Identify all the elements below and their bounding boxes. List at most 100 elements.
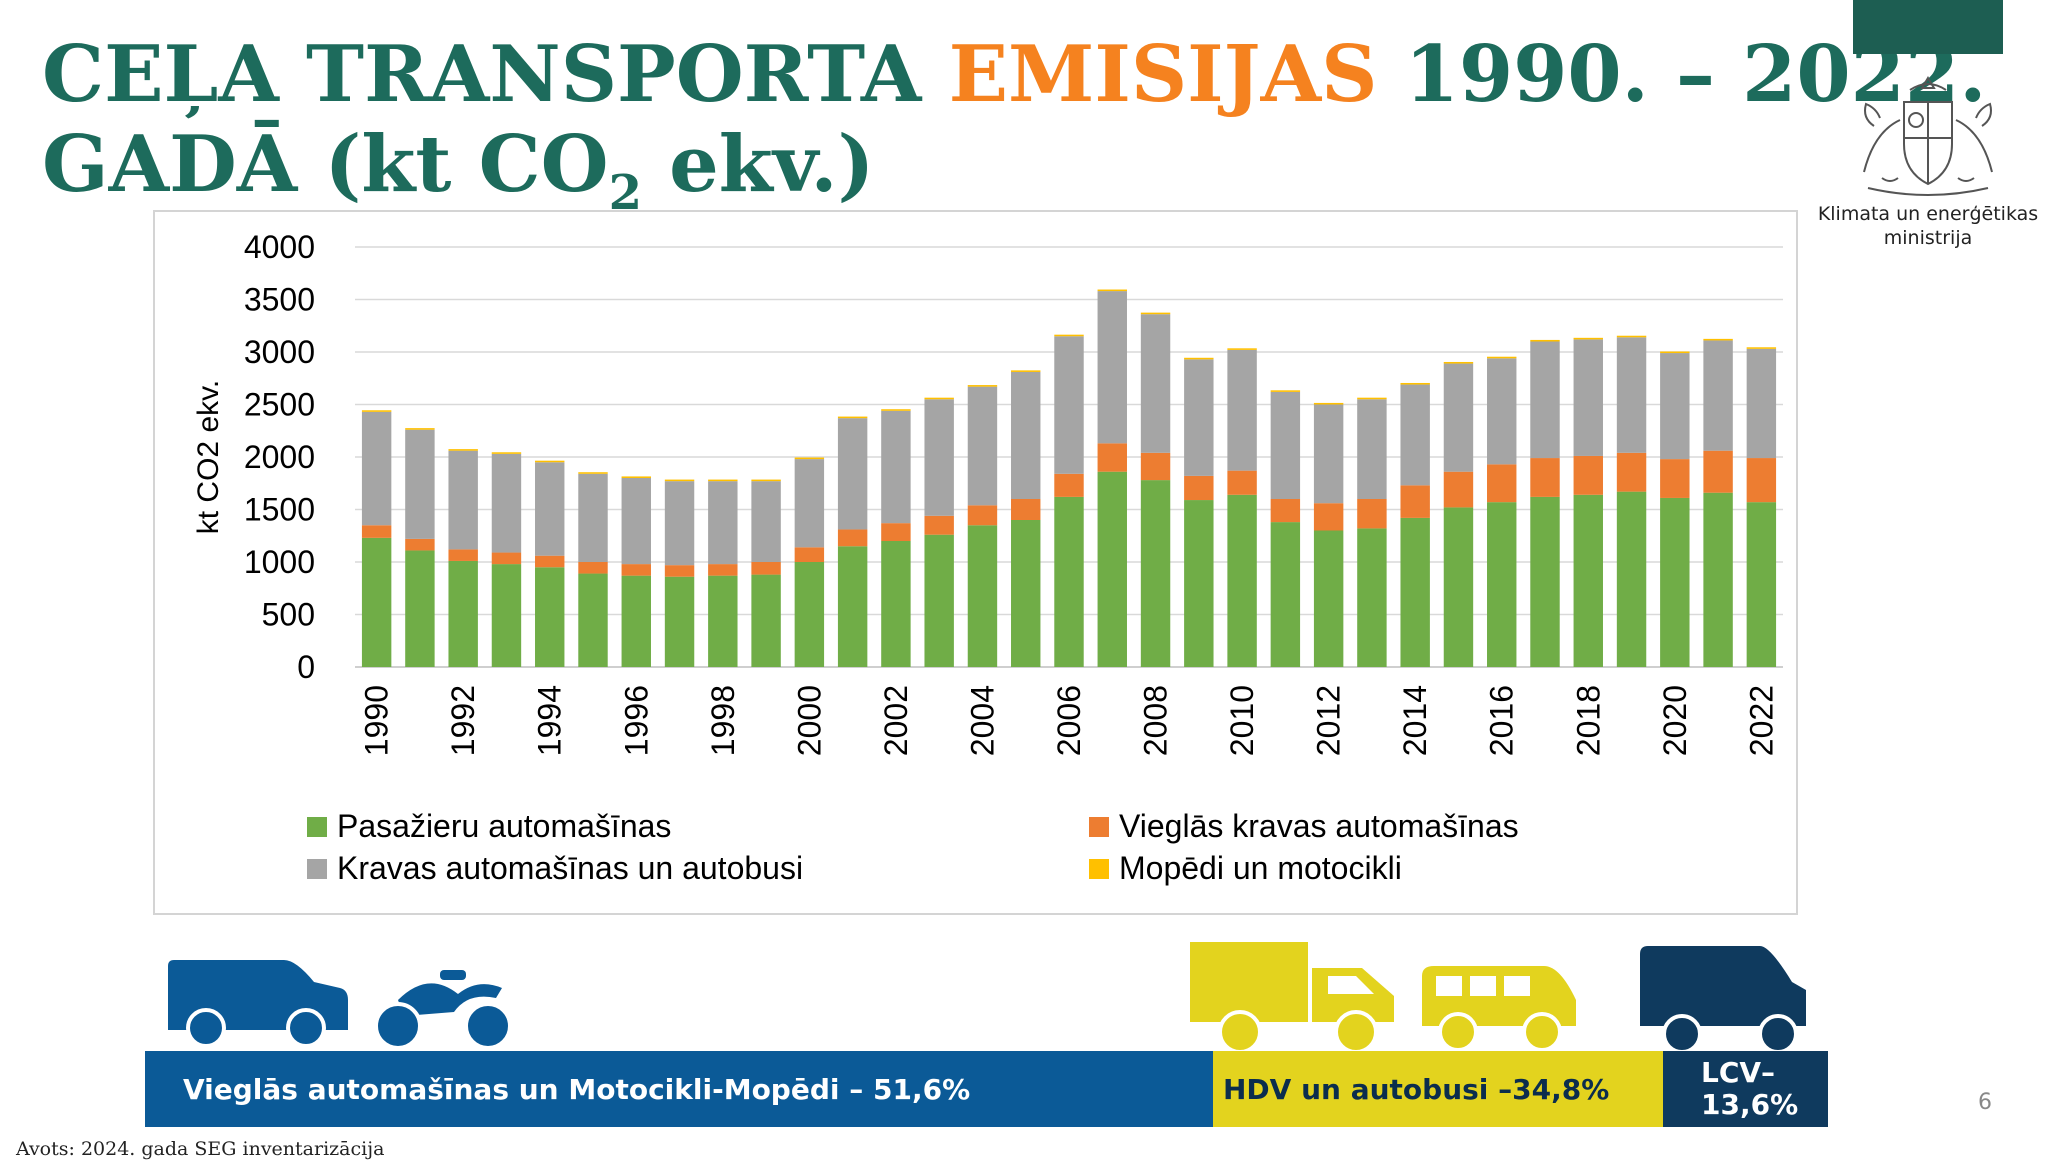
truck-icon [1190,942,1394,1052]
bar-segment [1270,522,1301,667]
y-tick-label: 4000 [244,229,315,265]
bar-segment [1746,458,1777,503]
bar-segment [1487,358,1517,465]
emissions-stacked-bar-chart: 0 500 1000 1500 2000 2500 3000 3500 4000 kt CO2 e… [192,229,1783,886]
legend-label: Mopēdi un motocikli [1119,850,1402,886]
ministry-line-2: ministrija [1883,227,1973,249]
bar-segment [621,478,651,565]
bar-segment [491,452,522,454]
title-subscript: 2 [608,165,643,221]
bar-segment [1400,384,1430,486]
corner-accent-block [1853,0,2003,54]
bar-segment [1746,502,1777,667]
bar-segment [664,565,695,577]
legend-label: Pasažieru automašīnas [337,808,671,844]
bar-segment [967,505,998,526]
bar-segment [1011,371,1041,499]
bar-segment [1443,361,1474,364]
legend-swatch [307,817,327,837]
share-label-lcv-line-1: LCV– [1701,1056,1776,1089]
bar-segment [1011,520,1041,667]
bar-segment [621,476,651,478]
bar-segment [535,462,565,556]
bar-segment [967,525,998,667]
bar-segment [837,529,868,547]
bar-segment [1270,499,1301,523]
title-text-1: CEĻA TRANSPORTA [42,29,949,120]
bar-segment [924,534,954,667]
bar-segment [664,479,695,482]
bar-segment [1703,340,1733,451]
x-tick-label: 1992 [445,685,481,756]
bar-segment [1097,291,1127,444]
bar-segment [1097,443,1127,472]
bar-segment [405,429,435,539]
share-banner-hdv: HDV un autobusi –34,8% [1213,1051,1663,1127]
bar-segment [1746,347,1777,349]
bar-segment [405,550,435,667]
bar-segment [708,479,738,482]
coat-of-arms-logo [1863,76,1993,196]
y-tick-label: 2000 [244,439,315,475]
x-tick-label: 2010 [1224,685,1260,756]
x-tick-label: 2006 [1051,685,1087,756]
bar-segment [491,552,522,565]
bar-segment [708,481,738,565]
bar-segment [1443,507,1474,667]
bus-icon [1422,966,1576,1052]
bar-segment [1357,399,1387,499]
source-note: Avots: 2024. gada SEG inventarizācija [16,1138,385,1160]
car-icon [168,960,348,1048]
bar-segment [621,575,651,667]
y-tick-label: 2500 [244,387,315,423]
title-line-2: GADĀ (kt CO2 ekv.) [42,119,1986,218]
share-label-lcv-line-2: 13,6% [1701,1088,1799,1121]
share-label-light-vehicles: Vieglās automašīnas un Motocikli-Mopēdi … [183,1072,971,1106]
bar-segment [1703,450,1733,493]
bar-segment [1573,339,1603,456]
bar-segment [1227,494,1257,667]
bar-segment [1703,492,1733,667]
share-label-lcv: LCV– 13,6% [1701,1057,1798,1121]
bar-segment [1313,404,1344,504]
x-tick-label: 1990 [359,685,395,756]
bar-segment [1616,337,1647,453]
bar-segment [1487,502,1517,667]
bar-segment [405,538,435,551]
bar-segment [1487,464,1517,503]
bar-segment [361,410,392,412]
bar-segment [664,481,695,566]
title-text-4: ekv.) [642,119,875,210]
bar-segment [1573,494,1603,667]
bar-segment [967,386,998,506]
bar-segment [1573,455,1603,495]
bar-segment [1746,348,1777,459]
bar-segment [1184,500,1214,667]
x-tick-label: 2018 [1570,685,1606,756]
bar-segment [1487,356,1517,359]
bar-segment [1313,530,1344,667]
legend-swatch [1089,817,1109,837]
page-number: 6 [1978,1090,1992,1115]
bar-segment [1313,402,1344,405]
bar-segment [1054,336,1084,474]
bar-segment [1054,334,1084,337]
bar-segment [1660,351,1690,354]
bar-segment [578,472,608,474]
title-line-1: CEĻA TRANSPORTA EMISIJAS 1990. – 2022. [42,30,1986,120]
bar-segment [1530,496,1560,667]
bar-segment [1357,397,1387,400]
bar-segment [1097,289,1127,292]
bar-segment [361,537,392,667]
bar-segment [1400,517,1430,667]
y-tick-label: 0 [297,649,315,685]
bar-segment [1227,348,1257,350]
bar-segment [621,564,651,576]
bar-segment [578,473,608,562]
bar-segment [1313,503,1344,531]
bar-segment [578,573,608,667]
bar-segment [1011,499,1041,520]
x-tick-label: 2000 [791,685,827,756]
bar-segment [1227,349,1257,471]
x-tick-label: 1996 [618,685,654,756]
